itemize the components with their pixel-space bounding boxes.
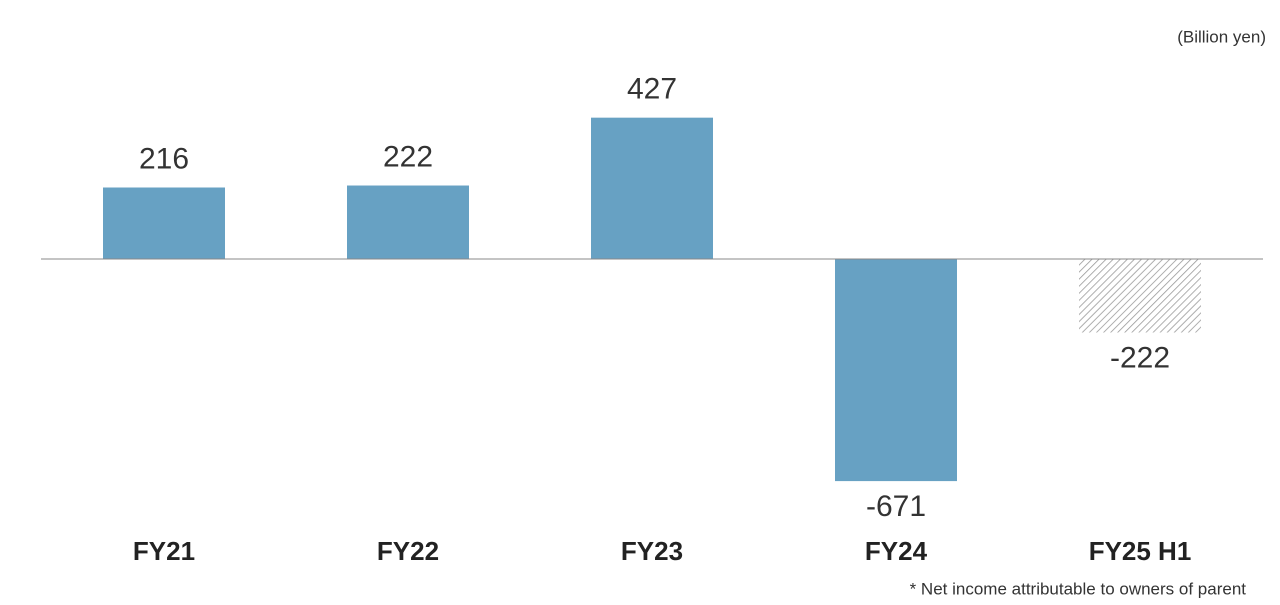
value-label: 222 <box>383 140 433 173</box>
bar <box>347 185 469 259</box>
bar <box>591 117 713 260</box>
x-tick-label: FY24 <box>865 536 928 566</box>
bar <box>835 259 957 482</box>
bar <box>1079 259 1201 333</box>
x-tick-label: FY25 H1 <box>1089 536 1192 566</box>
x-tick-label: FY21 <box>133 536 195 566</box>
x-tick-label: FY22 <box>377 536 439 566</box>
value-label: -222 <box>1110 341 1170 374</box>
footnote: * Net income attributable to owners of p… <box>910 579 1247 598</box>
value-label: 427 <box>627 73 677 106</box>
value-label: -671 <box>866 490 926 523</box>
x-tick-label: FY23 <box>621 536 683 566</box>
unit-label: (Billion yen) <box>1177 27 1266 46</box>
value-label: 216 <box>139 142 189 175</box>
bar <box>103 187 225 259</box>
